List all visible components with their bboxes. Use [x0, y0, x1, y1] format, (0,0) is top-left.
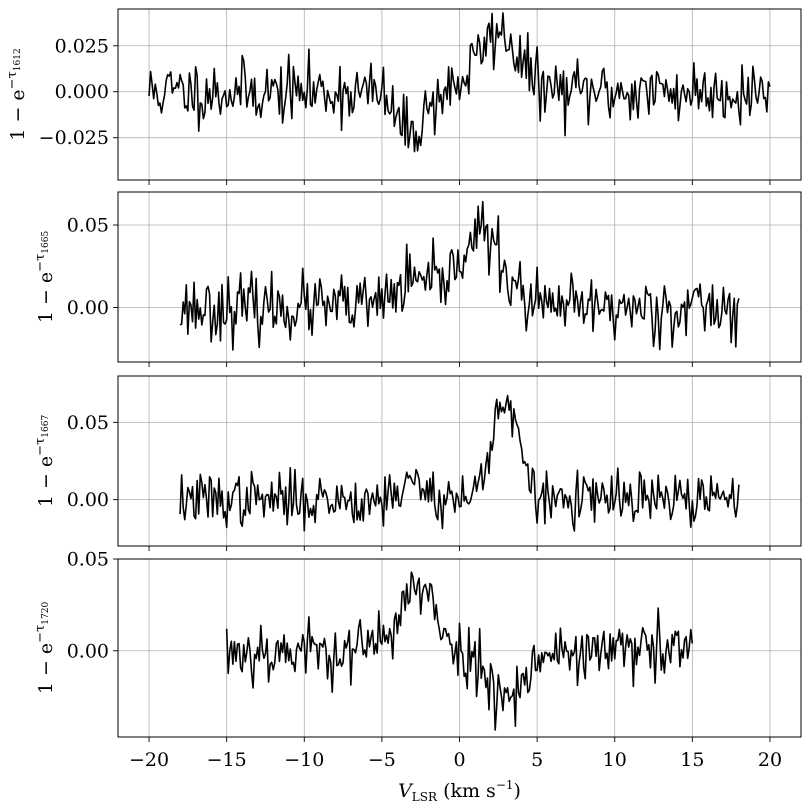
x-tick-label: −20 — [129, 749, 169, 771]
y-tick-label: 0.05 — [67, 215, 109, 237]
spectrum-line-1612 — [148, 12, 771, 153]
y-tick-label: 0.00 — [67, 640, 109, 662]
spectrum-line-1720 — [225, 571, 694, 731]
y-axis-label: 1 − e−τ1665 — [33, 231, 57, 324]
panel-2: 0.00 0.05 1 − e−τ1665 — [33, 191, 802, 367]
x-tick-label: 5 — [531, 749, 543, 771]
y-axis-label: 1 − e−τ1667 — [33, 415, 57, 508]
y-tick-label: 0.000 — [55, 81, 109, 103]
y-tick-label: 0.05 — [67, 412, 109, 434]
y-tick-label: −0.025 — [39, 127, 109, 149]
spectrum-line-1667 — [179, 394, 740, 532]
x-tick-label: 0 — [453, 749, 465, 771]
x-tick-label: 15 — [680, 749, 704, 771]
spectrum-line-1665 — [179, 200, 740, 351]
y-tick-label: 0.05 — [67, 549, 109, 571]
x-tick-label: −15 — [207, 749, 247, 771]
x-axis-label: VLSR (km s−1) — [398, 778, 521, 804]
panel-4: 0.00 0.05 1 − e−τ1720 — [33, 549, 802, 742]
y-axis-label: 1 − e−τ1612 — [5, 48, 29, 140]
y-tick-label: 0.00 — [67, 297, 109, 319]
x-tick-label: −5 — [368, 749, 396, 771]
x-tick-label: 10 — [603, 749, 627, 771]
y-axis-label: 1 − e−τ1720 — [33, 602, 57, 695]
panel-1: −0.025 0.000 0.025 1 − e−τ1612 — [5, 8, 802, 185]
y-tick-label: 0.00 — [67, 489, 109, 511]
x-tick-label: 20 — [758, 749, 782, 771]
y-tick-label: 0.025 — [55, 35, 109, 57]
panel-3: 0.00 0.05 1 − e−τ1667 — [33, 375, 802, 551]
x-tick-label: −10 — [284, 749, 324, 771]
